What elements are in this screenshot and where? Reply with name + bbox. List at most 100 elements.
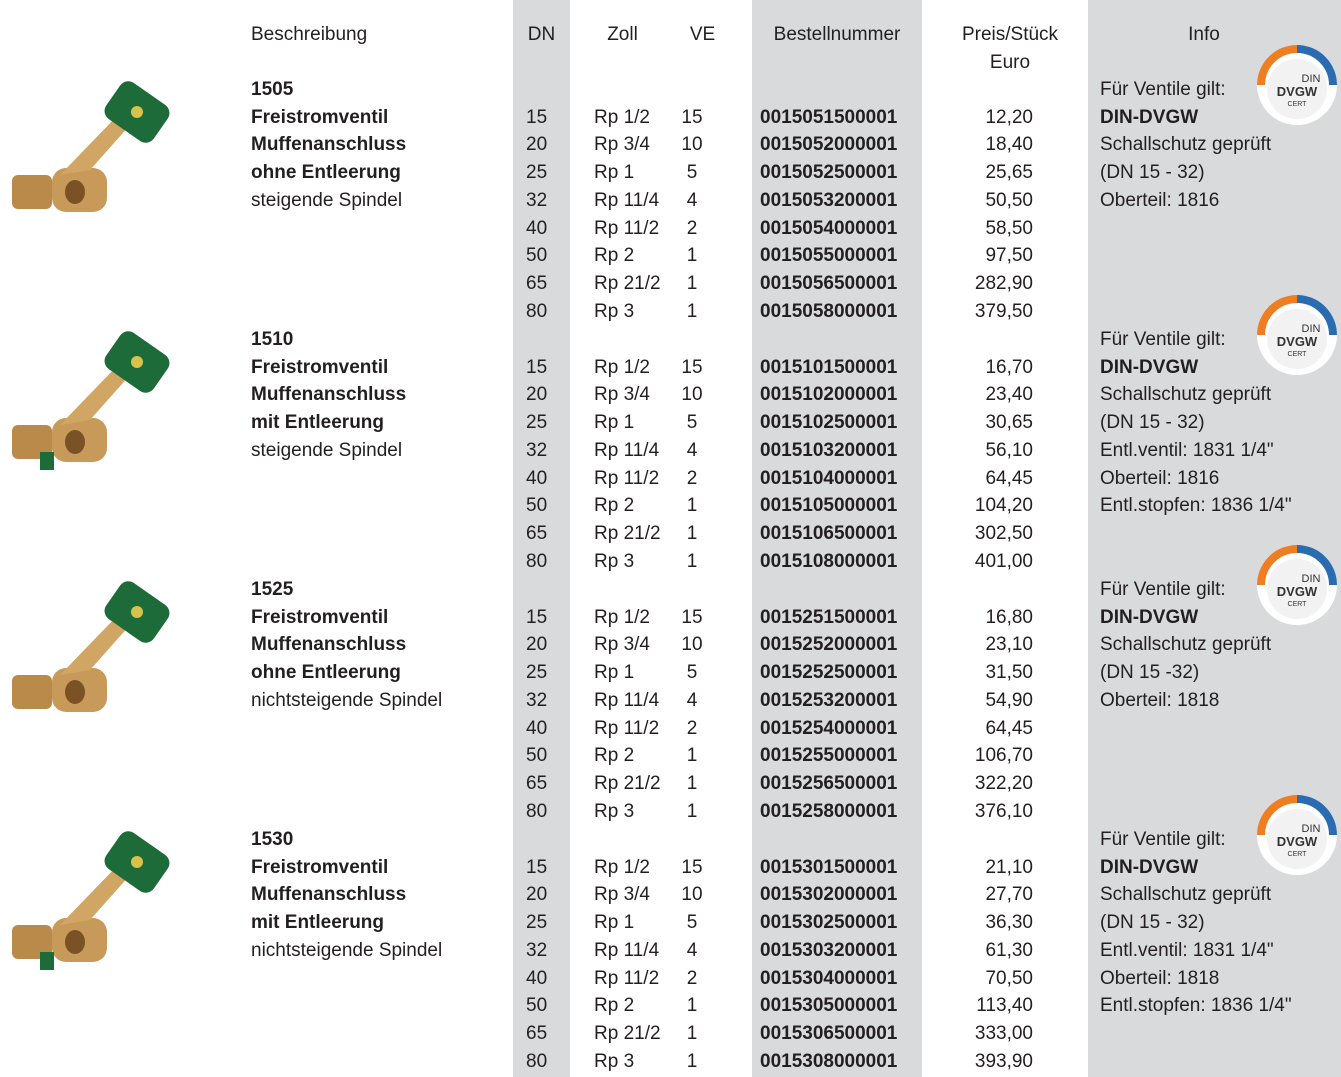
- ve: 1: [686, 550, 698, 572]
- order-number: 0015255000001: [760, 745, 898, 767]
- info-line: Oberteil: 1816: [1100, 467, 1220, 489]
- badge-text: DIN: [1302, 573, 1321, 585]
- zoll: Rp 1: [594, 662, 635, 684]
- badge-inner: [1267, 59, 1327, 119]
- valve-stem: [60, 865, 130, 925]
- valve-image: [12, 831, 170, 970]
- info-line: Für Ventile gilt:: [1100, 329, 1226, 350]
- price: 23,40: [985, 384, 1033, 406]
- header: Info: [1188, 24, 1220, 45]
- product-name: Muffenanschluss: [251, 884, 407, 906]
- ve: 4: [686, 189, 698, 211]
- ve: 15: [681, 856, 703, 878]
- header: Beschreibung: [251, 24, 368, 45]
- order-number: 0015054000001: [760, 217, 898, 239]
- zoll: Rp 2: [594, 995, 635, 1017]
- info-line: DIN-DVGW: [1100, 856, 1199, 878]
- product-name: ohne Entleerung: [251, 162, 401, 184]
- spindle-type: nichtsteigende Spindel: [251, 689, 443, 711]
- price: 16,70: [985, 356, 1033, 378]
- zoll: Rp 2: [594, 245, 635, 267]
- order-number: 0015051500001: [760, 106, 898, 128]
- ve: 1: [686, 522, 698, 544]
- info-line: Schallschutz geprüft: [1100, 634, 1272, 656]
- order-number: 0015253200001: [760, 689, 898, 711]
- product-name: ohne Entleerung: [251, 662, 401, 684]
- zoll: Rp 21/2: [594, 522, 661, 544]
- price: 401,00: [974, 550, 1033, 572]
- order-number: 0015305000001: [760, 995, 898, 1017]
- price: 333,00: [974, 1022, 1033, 1044]
- ve: 10: [681, 134, 703, 156]
- product-name: Freistromventil: [251, 606, 389, 628]
- dn: 50: [526, 495, 548, 517]
- order-number: 0015058000001: [760, 300, 898, 322]
- dn: 20: [526, 384, 548, 406]
- info-line: (DN 15 - 32): [1100, 162, 1205, 184]
- order-number: 0015304000001: [760, 967, 898, 989]
- product-code: 1530: [251, 829, 294, 850]
- ve: 15: [681, 106, 703, 128]
- info-line: (DN 15 - 32): [1100, 912, 1205, 934]
- price: 282,90: [974, 272, 1033, 294]
- price: 31,50: [985, 662, 1033, 684]
- zoll: Rp 11/2: [594, 217, 660, 239]
- ve: 5: [686, 662, 698, 684]
- dn: 50: [526, 745, 548, 767]
- order-number: 0015104000001: [760, 467, 898, 489]
- zoll: Rp 1/2: [594, 606, 650, 628]
- info-line: Schallschutz geprüft: [1100, 884, 1272, 906]
- badge-arc: [1296, 45, 1337, 86]
- order-number: 0015301500001: [760, 856, 898, 878]
- dn: 32: [526, 439, 548, 461]
- price: 322,20: [974, 772, 1033, 794]
- valve-image: [12, 581, 170, 712]
- valve-body: [12, 675, 52, 709]
- zoll: Rp 3: [594, 1050, 635, 1072]
- dn: 50: [526, 245, 548, 267]
- ve: 1: [686, 245, 698, 267]
- badge-arc: [1296, 795, 1337, 836]
- ve: 4: [686, 689, 698, 711]
- product-name: Muffenanschluss: [251, 634, 407, 656]
- dn: 40: [526, 967, 548, 989]
- ve: 2: [686, 717, 698, 739]
- price: 36,30: [985, 912, 1033, 934]
- spindle-type: steigende Spindel: [251, 189, 403, 211]
- zoll: Rp 11/2: [594, 467, 660, 489]
- zoll: Rp 11/2: [594, 967, 660, 989]
- ve: 5: [686, 162, 698, 184]
- order-number: 0015254000001: [760, 717, 898, 739]
- product-name: Freistromventil: [251, 106, 389, 128]
- order-number: 0015102500001: [760, 412, 898, 434]
- ve: 1: [686, 995, 698, 1017]
- info-line: DIN-DVGW: [1100, 606, 1199, 628]
- column-band: [513, 0, 570, 1077]
- badge-inner: [1267, 809, 1327, 869]
- price: 393,90: [974, 1050, 1033, 1072]
- ve: 15: [681, 606, 703, 628]
- order-number: 0015056500001: [760, 272, 898, 294]
- order-number: 0015302000001: [760, 884, 898, 906]
- valve-nut: [131, 856, 143, 868]
- dn: 80: [526, 300, 548, 322]
- order-number: 0015258000001: [760, 800, 898, 822]
- dn: 32: [526, 689, 548, 711]
- price: 30,65: [985, 412, 1033, 434]
- info-line: Entl.ventil: 1831 1/4": [1100, 939, 1274, 961]
- product-code: 1505: [251, 79, 294, 100]
- valve-stem: [60, 615, 130, 675]
- badge-arc: [1296, 545, 1337, 586]
- ve: 1: [686, 495, 698, 517]
- ve: 4: [686, 939, 698, 961]
- dn: 80: [526, 550, 548, 572]
- price: 70,50: [985, 967, 1033, 989]
- info-line: Oberteil: 1818: [1100, 967, 1220, 989]
- valve-port: [65, 430, 85, 454]
- order-number: 0015252500001: [760, 662, 898, 684]
- ve: 1: [686, 1022, 698, 1044]
- dn: 20: [526, 634, 548, 656]
- valve-image: [12, 81, 170, 212]
- price: 12,20: [985, 106, 1033, 128]
- zoll: Rp 1/2: [594, 106, 650, 128]
